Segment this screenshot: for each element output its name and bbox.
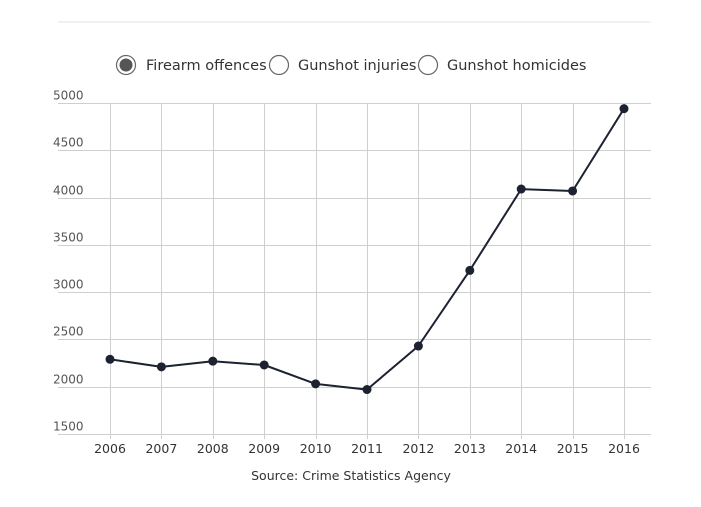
data-point-2011[interactable] <box>362 385 372 395</box>
legend-item-1[interactable]: Firearm offences <box>115 54 267 76</box>
data-point-2016[interactable] <box>619 104 629 114</box>
legend-label: Gunshot homicides <box>447 58 586 74</box>
source-note: Source: Crime Statistics Agency <box>251 468 451 483</box>
data-point-2009[interactable] <box>259 360 269 370</box>
x-tick-label: 2015 <box>557 441 589 456</box>
data-point-2010[interactable] <box>311 379 321 389</box>
y-tick-label: 5000 <box>53 89 84 103</box>
data-point-2015[interactable] <box>568 186 578 196</box>
y-tick-label: 1500 <box>53 420 84 434</box>
data-point-2013[interactable] <box>465 265 475 275</box>
x-tick-label: 2010 <box>300 441 332 456</box>
x-tick-label: 2009 <box>248 441 280 456</box>
y-tick-label: 3500 <box>53 231 84 245</box>
data-point-2006[interactable] <box>105 354 115 364</box>
y-axis-ticks: 1500 2000 2500 3000 3500 4000 4500 5000 <box>53 89 84 434</box>
legend-radio[interactable] <box>268 54 290 76</box>
series-firearm-offences <box>105 104 629 395</box>
y-tick-label: 4000 <box>53 184 84 198</box>
x-tick-label: 2007 <box>145 441 177 456</box>
x-tick-label: 2011 <box>351 441 383 456</box>
x-tick-label: 2013 <box>454 441 486 456</box>
legend-item-2[interactable]: Gunshot injuries <box>268 54 417 76</box>
y-tick-label: 2500 <box>53 325 84 339</box>
x-tick-label: 2012 <box>402 441 434 456</box>
grid-lines <box>58 103 651 439</box>
x-tick-label: 2006 <box>94 441 126 456</box>
data-point-2014[interactable] <box>516 184 526 194</box>
x-tick-label: 2014 <box>505 441 537 456</box>
x-axis-ticks: 2006 2007 2008 2009 2010 2011 2012 2013 2014 2015… <box>94 441 640 456</box>
legend: Firearm offences Gunshot injuries Gunshot … <box>115 54 587 76</box>
legend-item-3[interactable]: Gunshot homicides <box>417 54 587 76</box>
data-point-2007[interactable] <box>156 362 166 372</box>
y-tick-label: 2000 <box>53 373 84 387</box>
data-point-2008[interactable] <box>208 356 218 366</box>
y-tick-label: 4500 <box>53 136 84 150</box>
x-tick-label: 2008 <box>197 441 229 456</box>
legend-label: Gunshot injuries <box>298 58 416 74</box>
legend-label: Firearm offences <box>146 58 267 74</box>
x-tick-label: 2016 <box>608 441 640 456</box>
legend-radio-selected-dot <box>119 58 133 72</box>
y-tick-label: 3000 <box>53 278 84 292</box>
legend-radio[interactable] <box>417 54 439 76</box>
data-point-2012[interactable] <box>413 341 423 351</box>
